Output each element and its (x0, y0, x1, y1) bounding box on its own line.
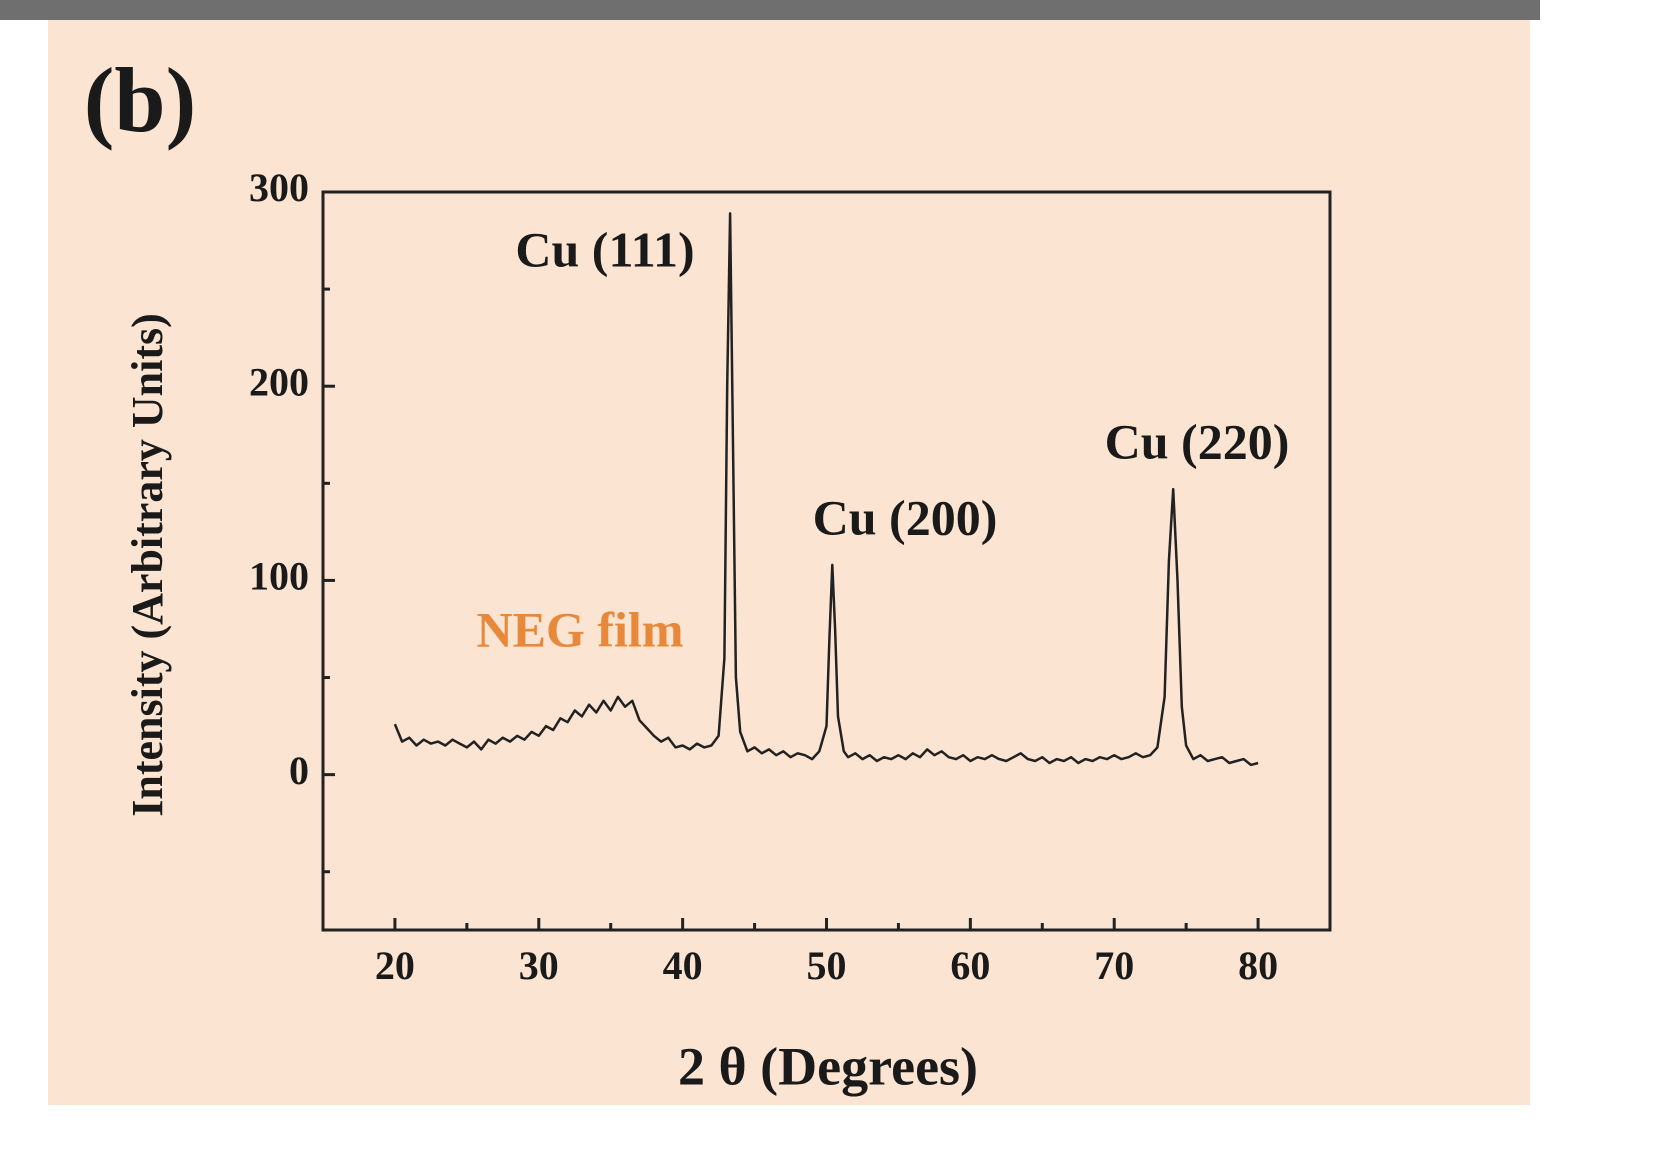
x-tick-label: 30 (519, 943, 559, 988)
x-tick-label: 20 (375, 943, 415, 988)
photo-strip (0, 0, 1540, 20)
x-tick-label: 60 (950, 943, 990, 988)
annotation: Cu (111) (515, 221, 694, 277)
x-tick-label: 40 (663, 943, 703, 988)
x-tick-label: 50 (807, 943, 847, 988)
x-axis-label: 2 θ (Degrees) (678, 1036, 978, 1096)
y-tick-label: 300 (249, 165, 309, 210)
annotation: Cu (220) (1105, 413, 1290, 469)
panel-background (48, 20, 1530, 1105)
x-tick-label: 80 (1238, 943, 1278, 988)
annotation: Cu (200) (813, 489, 998, 545)
data-line (393, 212, 1259, 767)
y-axis-label: Intensity (Arbitrary Units) (123, 313, 172, 817)
x-tick-label: 70 (1094, 943, 1134, 988)
y-tick-label: 0 (289, 748, 309, 793)
y-tick-label: 100 (249, 554, 309, 599)
annotation: NEG film (477, 601, 684, 657)
panel-label: (b) (84, 49, 196, 151)
y-tick-label: 200 (249, 359, 309, 404)
